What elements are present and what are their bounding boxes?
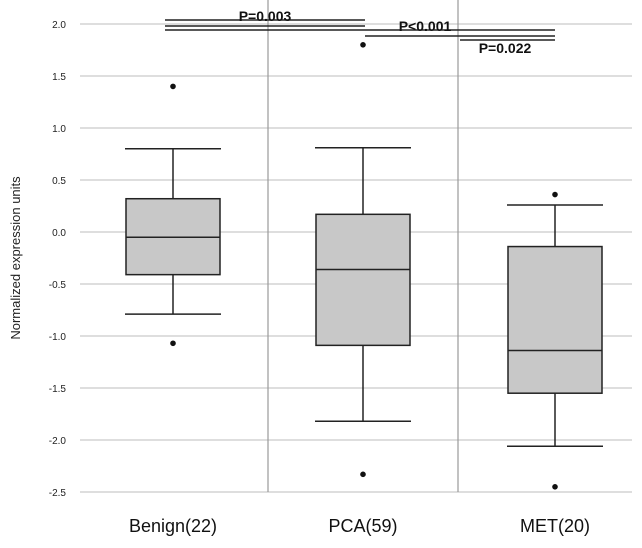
significance-bracket: P<0.001 <box>165 18 555 37</box>
y-tick-label: -1.5 <box>49 384 67 395</box>
significance-bracket: P=0.003 <box>165 8 365 27</box>
iqr-box <box>315 213 411 347</box>
y-axis-ticks: 2.0 1.5 1.0 0.5 0.0 -0.5 -1.0 -1.5 -2.0 -2.5 <box>49 20 67 499</box>
y-tick-label: -2.0 <box>49 436 67 447</box>
outlier-point <box>360 42 366 48</box>
significance-bracket: P=0.022 <box>460 39 555 56</box>
x-tick-label: MET(20) <box>520 516 590 536</box>
boxes <box>125 42 603 490</box>
y-axis-label: Normalized expression units <box>8 176 23 340</box>
box-group <box>315 42 411 478</box>
iqr-box <box>507 245 603 394</box>
y-tick-label: 0.0 <box>52 228 66 239</box>
outlier-point <box>170 83 176 90</box>
p-value-label: P=0.022 <box>479 40 532 56</box>
x-axis-tick-labels: Benign(22) PCA(59) MET(20) <box>129 516 590 536</box>
significance-annotations: P=0.003 P<0.001 P=0.022 <box>165 8 555 56</box>
category-dividers <box>267 0 459 492</box>
y-tick-label: 0.5 <box>52 176 66 187</box>
y-tick-label: 1.5 <box>52 72 66 83</box>
y-tick-label: -0.5 <box>49 280 67 291</box>
box-group <box>507 191 603 490</box>
p-value-label: P<0.001 <box>399 18 452 34</box>
box-group <box>125 83 221 347</box>
outlier-point <box>170 340 176 347</box>
y-tick-label: 1.0 <box>52 124 66 135</box>
x-tick-label: Benign(22) <box>129 516 217 536</box>
outlier-point <box>552 191 558 198</box>
p-value-label: P=0.003 <box>239 8 292 24</box>
y-tick-label: 2.0 <box>52 20 66 31</box>
x-tick-label: PCA(59) <box>328 516 397 536</box>
y-tick-label: -1.0 <box>49 332 67 343</box>
outlier-point <box>552 484 558 490</box>
y-tick-label: -2.5 <box>49 488 67 499</box>
outlier-point <box>360 471 366 478</box>
